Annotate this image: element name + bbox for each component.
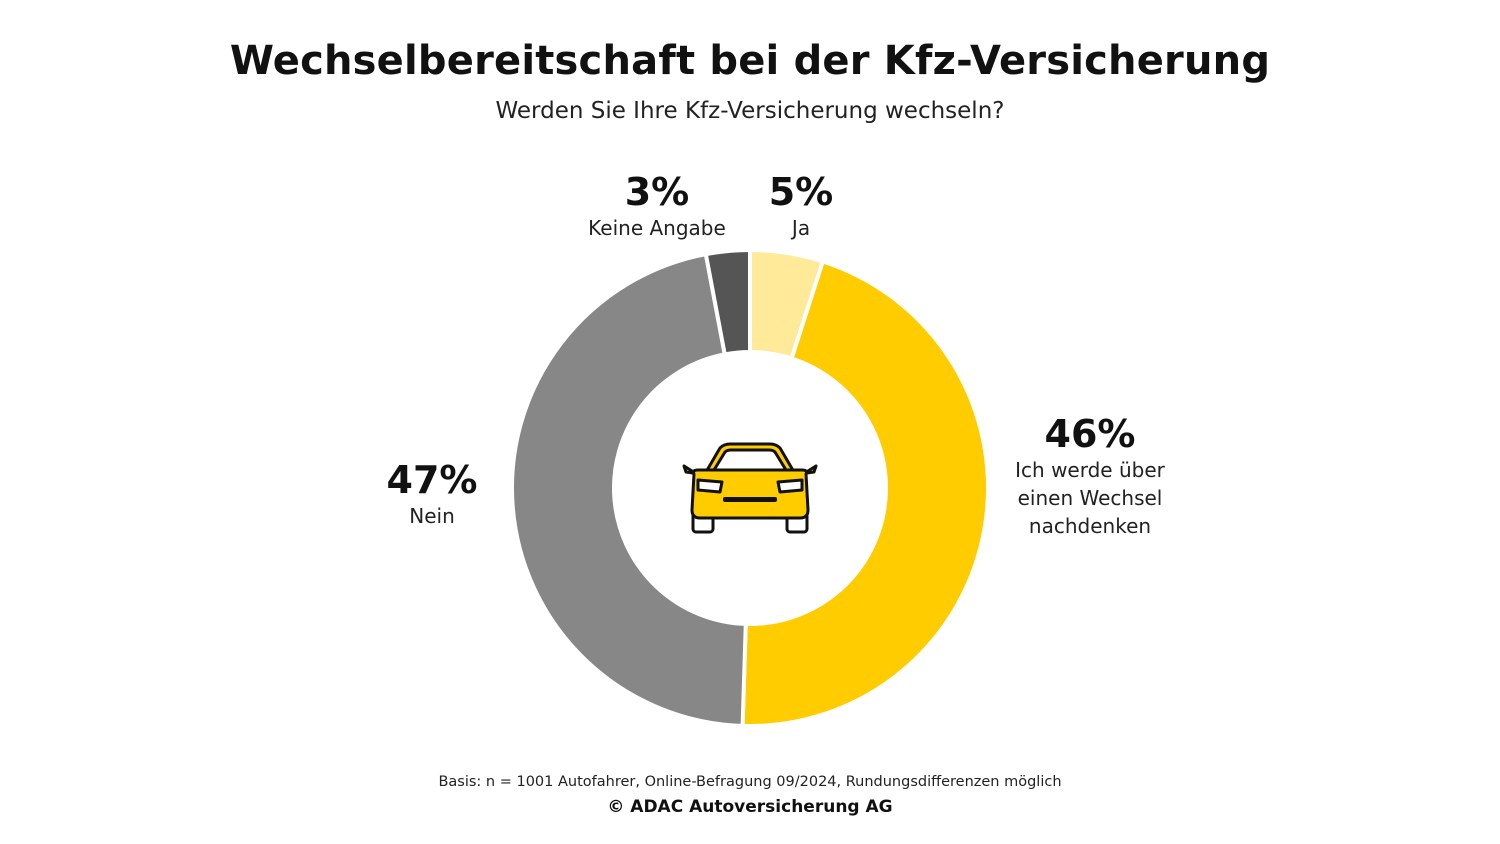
slice-label-ja: 5% Ja	[741, 170, 861, 242]
slice-caption: Keine Angabe	[588, 216, 726, 240]
slice-caption: Nein	[409, 504, 455, 528]
chart-title: Wechselbereitschaft bei der Kfz-Versiche…	[229, 38, 1271, 84]
chart-subtitle: Werden Sie Ihre Kfz-Versicherung wechsel…	[495, 98, 1005, 124]
source-footnote: Basis: n = 1001 Autofahrer, Online-Befra…	[438, 774, 1062, 790]
slice-nachdenken	[740, 258, 990, 728]
car-front-icon	[682, 442, 818, 534]
slice-label-keine-angabe: 3% Keine Angabe	[572, 170, 742, 242]
slice-percent: 47%	[386, 458, 478, 502]
copyright-notice: © ADAC Autoversicherung AG	[607, 797, 893, 817]
donut-slices	[510, 247, 990, 728]
slice-label-nein: 47% Nein	[362, 458, 502, 530]
slice-label-nachdenken: 46% Ich werde über einen Wechsel nachden…	[990, 412, 1190, 540]
slice-percent: 3%	[624, 170, 690, 214]
slice-percent: 46%	[1044, 412, 1136, 456]
slice-caption: Ich werde über einen Wechsel nachdenken	[1015, 458, 1165, 538]
slice-keine-angabe	[703, 247, 752, 357]
slice-nein	[510, 251, 748, 728]
slice-caption: Ja	[791, 216, 811, 240]
slice-percent: 5%	[768, 170, 834, 214]
